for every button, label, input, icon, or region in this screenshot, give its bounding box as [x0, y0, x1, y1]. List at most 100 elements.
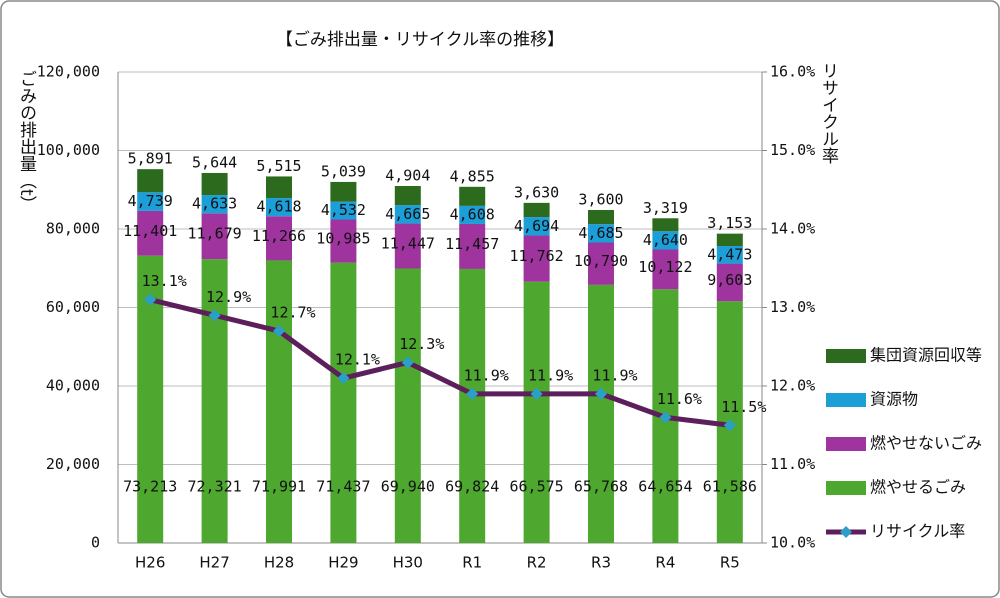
value-label: 11,401 [123, 222, 177, 240]
bar-segment [459, 186, 486, 206]
value-label: 11.5% [721, 398, 766, 416]
line-marker [208, 309, 221, 322]
y-axis-title: ごみの排出量（t） [16, 70, 37, 213]
line-marker [659, 411, 672, 424]
y2-tick-label: 15.0% [770, 141, 815, 159]
bar-segment [523, 202, 550, 218]
bar-segment [137, 210, 164, 256]
x-tick-label: H27 [199, 554, 229, 572]
bar-segment [523, 281, 550, 543]
y2-axis-title: リサイクル率 [818, 62, 839, 164]
value-label: 11,447 [381, 235, 435, 253]
line-marker [530, 387, 543, 400]
y-tick-label: 60,000 [46, 298, 100, 316]
line-marker [144, 293, 157, 306]
legend-label: 燃やせないごみ [870, 434, 982, 453]
value-label: 12.3% [399, 335, 444, 353]
value-label: 4,855 [450, 167, 495, 185]
legend-label: 燃やせるごみ [870, 478, 966, 497]
value-label: 61,586 [703, 478, 757, 496]
value-label: 10,790 [574, 252, 628, 270]
value-label: 4,608 [450, 205, 495, 223]
y-tick-label: 120,000 [37, 63, 100, 81]
value-label: 4,904 [385, 166, 430, 184]
line [149, 297, 731, 428]
legend-marker [840, 526, 852, 538]
legend-swatch [826, 481, 866, 495]
line-marker [401, 356, 414, 369]
value-label: 10,122 [638, 258, 692, 276]
y2-tick-label: 14.0% [770, 220, 815, 238]
value-label: 12.1% [335, 351, 380, 369]
value-label: 4,473 [707, 245, 752, 263]
x-tick-label: H29 [328, 554, 358, 572]
line-marker [337, 372, 350, 385]
line-marker [595, 387, 607, 400]
x-tick-label: H26 [135, 554, 165, 572]
value-label: 11,679 [188, 225, 242, 243]
value-label: 5,515 [256, 157, 301, 175]
x-tick-label: R1 [462, 554, 482, 572]
bar-segment [588, 284, 614, 543]
bar-segment [201, 213, 228, 260]
legend-label: リサイクル率 [870, 522, 965, 541]
bar-segment [652, 249, 679, 290]
value-label: 4,685 [578, 224, 623, 242]
value-label: 3,600 [578, 190, 623, 208]
y2-tick-label: 12.0% [770, 377, 815, 395]
value-label: 5,891 [128, 150, 173, 168]
value-label: 71,437 [316, 478, 370, 496]
bar-segment [716, 233, 743, 247]
bar-segment [266, 176, 292, 199]
value-label: 11,266 [252, 227, 306, 245]
legend-label: 集団資源回収等 [870, 346, 982, 365]
value-label: 4,633 [192, 195, 237, 213]
bar-segment [137, 192, 164, 211]
bar-segment [459, 205, 486, 224]
bar-segment [201, 195, 228, 214]
bar-segment [716, 246, 743, 264]
x-tick-label: R4 [655, 554, 675, 572]
value-label: 5,039 [321, 162, 366, 180]
value-label: 69,940 [381, 478, 435, 496]
value-label: 11,762 [510, 247, 564, 265]
bar-segment [652, 218, 679, 232]
value-label: 3,630 [514, 183, 559, 201]
y2-tick-label: 16.0% [770, 63, 815, 81]
value-label: 4,694 [514, 217, 559, 235]
bar-segment [588, 209, 614, 225]
value-label: 11,457 [445, 235, 499, 253]
bar-segment [266, 260, 292, 543]
y-tick-label: 100,000 [37, 141, 100, 159]
bar-segment [523, 235, 550, 282]
value-label: 9,603 [707, 271, 752, 289]
value-label: 5,644 [192, 153, 237, 171]
x-tick-label: R5 [720, 554, 740, 572]
bar-segment [137, 169, 164, 193]
value-label: 12.9% [206, 288, 251, 306]
y2-tick-label: 10.0% [770, 534, 815, 552]
value-label: 4,618 [256, 198, 301, 216]
bar-segment [459, 268, 486, 543]
y-tick-label: 0 [91, 534, 100, 552]
bar-segment [523, 217, 550, 236]
bar-segment [266, 216, 292, 261]
bar-segment [330, 181, 357, 202]
bar-segment [588, 224, 614, 243]
bar-segment [201, 259, 228, 543]
y2-tick-label: 13.0% [770, 298, 815, 316]
x-tick-label: H30 [393, 554, 423, 572]
bar-segment [459, 223, 486, 269]
bar-segment [330, 262, 357, 543]
bar-segment [588, 242, 614, 285]
value-label: 64,654 [638, 478, 692, 496]
bar-segment [394, 268, 421, 543]
value-label: 12.7% [270, 304, 315, 322]
legend-swatch [826, 393, 866, 407]
bar-segment [394, 223, 421, 269]
x-tick-label: H28 [264, 554, 294, 572]
value-label: 3,153 [707, 214, 752, 232]
value-label: 72,321 [188, 478, 242, 496]
bar-segment [330, 201, 357, 220]
